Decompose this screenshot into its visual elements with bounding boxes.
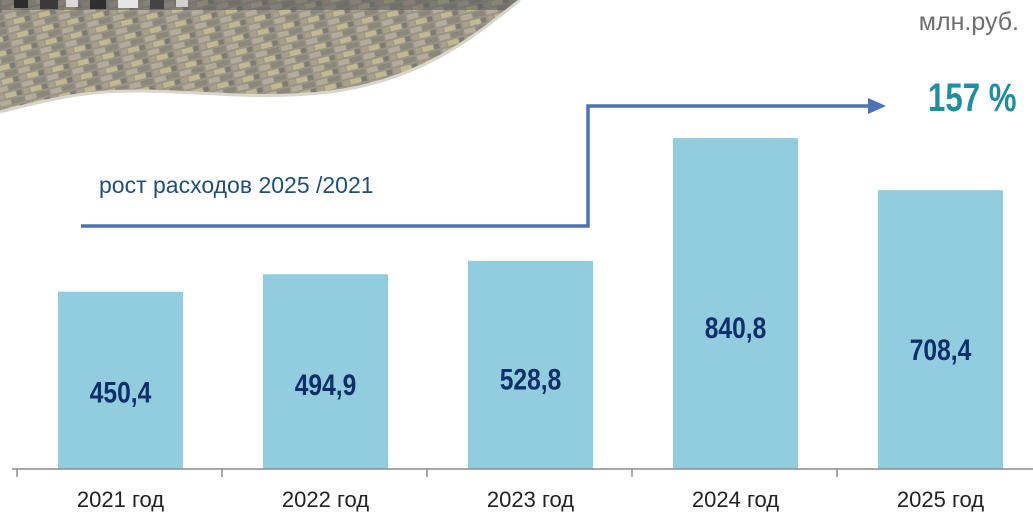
x-axis: 2021 год 2022 год 2023 год 2024 год 2025 год: [12, 468, 1033, 512]
pavement-photo: [0, 0, 521, 114]
bar: [58, 291, 183, 469]
unit-label: млн.руб.: [918, 8, 1019, 36]
bars-layer: 450,4 494,9 528,8 840,8 708,4: [58, 138, 1003, 469]
bar-value-label: 708,4: [910, 332, 972, 366]
growth-label: рост расходов 2025 /2021: [99, 172, 374, 198]
x-tick-label: 2024 год: [692, 487, 779, 512]
bar: [468, 260, 593, 469]
x-tick-label: 2021 год: [77, 487, 164, 512]
bar: [878, 190, 1003, 469]
bar: [673, 138, 798, 469]
growth-percent: 157 %: [928, 76, 1017, 120]
bar: [263, 274, 388, 469]
bar-value-label: 528,8: [500, 362, 562, 396]
bar-value-label: 840,8: [705, 311, 767, 345]
x-tick-label: 2025 год: [897, 487, 984, 512]
bar-value-label: 450,4: [90, 375, 152, 409]
growth-arrow: [81, 98, 886, 228]
x-tick-label: 2023 год: [487, 487, 574, 512]
bar-value-label: 494,9: [295, 368, 357, 402]
x-tick-label: 2022 год: [282, 487, 369, 512]
